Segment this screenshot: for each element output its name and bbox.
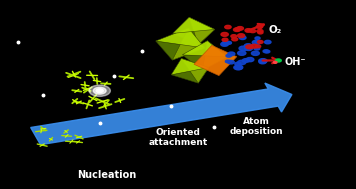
Circle shape xyxy=(257,40,263,43)
Circle shape xyxy=(256,25,263,29)
Polygon shape xyxy=(194,45,237,76)
Circle shape xyxy=(237,60,246,65)
Polygon shape xyxy=(182,41,227,57)
Text: Nucleation: Nucleation xyxy=(77,170,136,180)
Text: O₂: O₂ xyxy=(269,25,282,35)
Circle shape xyxy=(242,59,249,62)
Circle shape xyxy=(226,54,231,57)
Circle shape xyxy=(246,57,254,62)
Polygon shape xyxy=(171,59,209,75)
Circle shape xyxy=(245,29,252,32)
Circle shape xyxy=(225,60,230,63)
Circle shape xyxy=(245,46,252,50)
Text: OH⁻: OH⁻ xyxy=(285,57,306,67)
Circle shape xyxy=(265,50,270,53)
Circle shape xyxy=(263,50,269,53)
Circle shape xyxy=(259,60,266,64)
Circle shape xyxy=(237,34,245,38)
Circle shape xyxy=(222,41,229,45)
Circle shape xyxy=(221,42,229,46)
Polygon shape xyxy=(189,17,215,45)
Circle shape xyxy=(258,31,263,34)
Circle shape xyxy=(232,38,238,41)
Polygon shape xyxy=(173,29,215,45)
Circle shape xyxy=(255,40,260,43)
Polygon shape xyxy=(203,41,227,70)
Circle shape xyxy=(221,33,228,36)
Circle shape xyxy=(234,28,240,32)
Circle shape xyxy=(237,51,246,55)
Circle shape xyxy=(259,59,267,63)
Circle shape xyxy=(93,87,106,94)
Circle shape xyxy=(231,35,237,38)
Circle shape xyxy=(273,61,277,63)
Polygon shape xyxy=(182,55,227,70)
Polygon shape xyxy=(181,59,209,83)
Circle shape xyxy=(226,41,231,44)
Circle shape xyxy=(96,89,103,93)
Circle shape xyxy=(222,38,228,41)
Circle shape xyxy=(239,46,247,51)
Circle shape xyxy=(234,65,242,70)
Circle shape xyxy=(227,60,234,64)
Circle shape xyxy=(235,62,241,65)
Circle shape xyxy=(276,59,281,62)
Circle shape xyxy=(255,45,261,48)
Circle shape xyxy=(235,65,243,70)
Circle shape xyxy=(255,37,260,40)
Circle shape xyxy=(252,40,261,45)
Circle shape xyxy=(265,40,271,44)
Circle shape xyxy=(251,51,260,55)
Circle shape xyxy=(228,52,235,56)
Circle shape xyxy=(89,85,110,96)
Polygon shape xyxy=(156,28,205,48)
Polygon shape xyxy=(172,28,205,60)
Circle shape xyxy=(254,47,260,50)
Text: Atom
deposition: Atom deposition xyxy=(230,117,283,136)
Circle shape xyxy=(251,44,258,48)
Circle shape xyxy=(257,29,263,33)
FancyArrow shape xyxy=(31,83,292,145)
Circle shape xyxy=(239,36,246,40)
Text: Oriented
attachment: Oriented attachment xyxy=(148,128,208,147)
Circle shape xyxy=(237,27,244,30)
Polygon shape xyxy=(156,41,205,60)
Circle shape xyxy=(250,29,256,33)
Polygon shape xyxy=(173,17,215,33)
Polygon shape xyxy=(171,67,209,83)
Circle shape xyxy=(225,25,231,29)
Circle shape xyxy=(244,44,252,48)
Circle shape xyxy=(235,28,241,31)
Circle shape xyxy=(246,45,253,49)
